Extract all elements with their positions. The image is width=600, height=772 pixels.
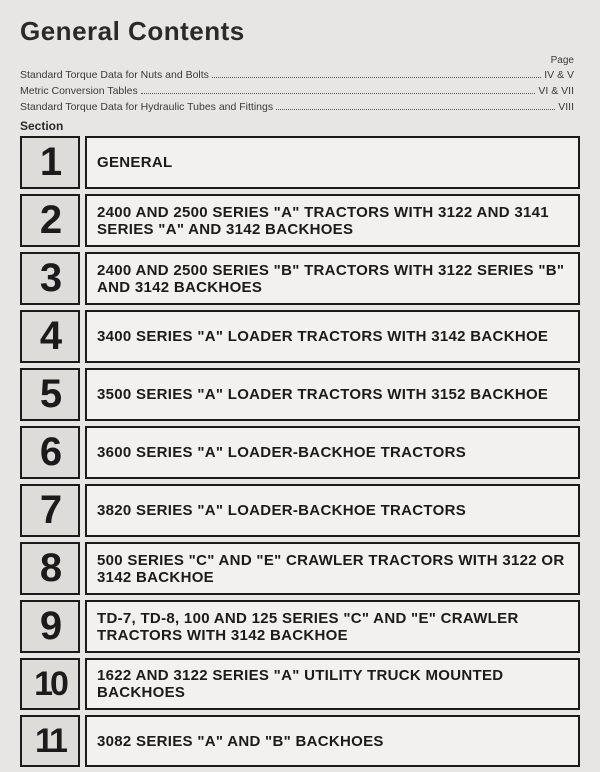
section-number: 6 <box>20 426 80 479</box>
section-row: 1GENERAL <box>20 136 580 189</box>
section-row: 73820 SERIES "A" LOADER-BACKHOE TRACTORS <box>20 484 580 537</box>
prelim-label: Standard Torque Data for Nuts and Bolts <box>20 68 209 84</box>
section-number: 7 <box>20 484 80 537</box>
section-row: 63600 SERIES "A" LOADER-BACKHOE TRACTORS <box>20 426 580 479</box>
sections-list: 1GENERAL22400 AND 2500 SERIES "A" TRACTO… <box>20 136 580 772</box>
section-number: 2 <box>20 194 80 247</box>
section-row: 113082 SERIES "A" AND "B" BACKHOES <box>20 715 580 767</box>
prelim-label: Metric Conversion Tables <box>20 84 138 100</box>
section-number: 1 <box>20 136 80 189</box>
section-row: 32400 AND 2500 SERIES "B" TRACTORS WITH … <box>20 252 580 305</box>
prelim-page: VI & VII <box>538 84 580 100</box>
section-description: GENERAL <box>85 136 580 189</box>
section-row: 43400 SERIES "A" LOADER TRACTORS WITH 31… <box>20 310 580 363</box>
page-column-header: Page <box>20 55 580 66</box>
leader-dots <box>141 93 536 94</box>
section-number: 11 <box>20 715 80 767</box>
section-row: 53500 SERIES "A" LOADER TRACTORS WITH 31… <box>20 368 580 421</box>
section-description: 500 SERIES "C" AND "E" CRAWLER TRACTORS … <box>85 542 580 595</box>
leader-dots <box>276 109 555 110</box>
prelim-label: Standard Torque Data for Hydraulic Tubes… <box>20 100 273 116</box>
section-number: 9 <box>20 600 80 653</box>
prelim-row: Metric Conversion Tables VI & VII <box>20 84 580 100</box>
section-number: 10 <box>20 658 80 710</box>
prelim-page: VIII <box>558 100 580 116</box>
section-description: 3400 SERIES "A" LOADER TRACTORS WITH 314… <box>85 310 580 363</box>
section-row: 101622 AND 3122 SERIES "A" UTILITY TRUCK… <box>20 658 580 710</box>
section-row: 8500 SERIES "C" AND "E" CRAWLER TRACTORS… <box>20 542 580 595</box>
prelim-row: Standard Torque Data for Hydraulic Tubes… <box>20 100 580 116</box>
section-description: 1622 AND 3122 SERIES "A" UTILITY TRUCK M… <box>85 658 580 710</box>
section-description: 2400 AND 2500 SERIES "B" TRACTORS WITH 3… <box>85 252 580 305</box>
preliminary-list: Standard Torque Data for Nuts and Bolts I… <box>20 68 580 115</box>
section-number: 8 <box>20 542 80 595</box>
section-number: 4 <box>20 310 80 363</box>
section-heading: Section <box>20 119 580 133</box>
section-description: 2400 AND 2500 SERIES "A" TRACTORS WITH 3… <box>85 194 580 247</box>
section-description: 3500 SERIES "A" LOADER TRACTORS WITH 315… <box>85 368 580 421</box>
prelim-page: IV & V <box>544 68 580 84</box>
section-description: 3820 SERIES "A" LOADER-BACKHOE TRACTORS <box>85 484 580 537</box>
section-number: 3 <box>20 252 80 305</box>
section-description: 3600 SERIES "A" LOADER-BACKHOE TRACTORS <box>85 426 580 479</box>
page-title: General Contents <box>20 16 580 47</box>
section-row: 9TD-7, TD-8, 100 AND 125 SERIES "C" AND … <box>20 600 580 653</box>
section-number: 5 <box>20 368 80 421</box>
prelim-row: Standard Torque Data for Nuts and Bolts I… <box>20 68 580 84</box>
section-description: 3082 SERIES "A" AND "B" BACKHOES <box>85 715 580 767</box>
leader-dots <box>212 77 541 78</box>
section-row: 22400 AND 2500 SERIES "A" TRACTORS WITH … <box>20 194 580 247</box>
section-description: TD-7, TD-8, 100 AND 125 SERIES "C" AND "… <box>85 600 580 653</box>
